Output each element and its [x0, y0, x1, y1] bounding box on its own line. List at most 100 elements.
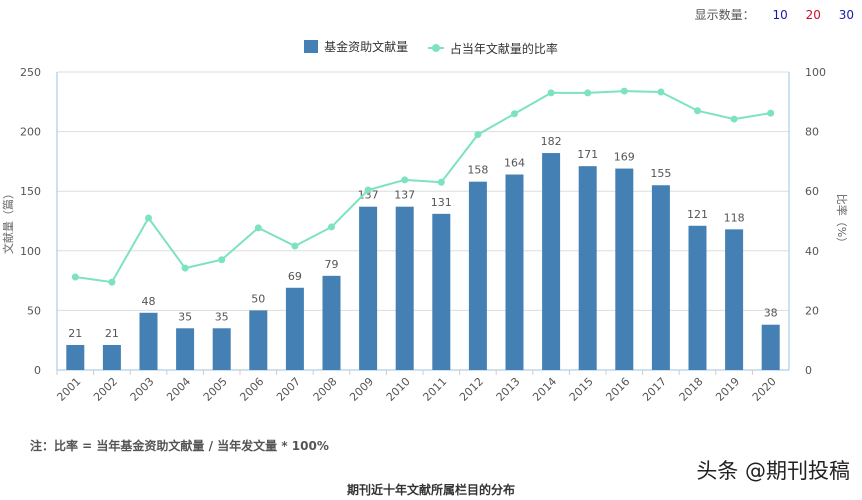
y-right-tick-label: 60 [805, 185, 819, 198]
count-option-20[interactable]: 20 [805, 8, 821, 22]
bar [615, 168, 634, 370]
ratio-point [620, 87, 628, 95]
ratio-point [547, 89, 555, 97]
ratio-point [437, 178, 445, 186]
legend-item-bar[interactable]: 基金资助文献量 [304, 38, 408, 55]
x-tick-label: 2019 [713, 375, 742, 404]
ratio-point [584, 89, 592, 97]
ratio-point [145, 214, 152, 222]
bar [468, 181, 487, 370]
bar [285, 287, 304, 370]
x-tick-label: 2010 [384, 375, 413, 404]
x-tick-label: 2002 [91, 375, 120, 404]
bar-data-label: 182 [541, 135, 562, 148]
bar [432, 213, 451, 370]
bar-data-label: 164 [504, 157, 525, 170]
x-tick-label: 2020 [750, 375, 779, 404]
ratio-point [767, 109, 775, 117]
y-right-tick-label: 0 [805, 364, 812, 377]
bar [176, 328, 195, 370]
line-marker-icon [427, 43, 444, 53]
ratio-point [254, 224, 262, 232]
watermark: 头条 @期刊投稿 [696, 459, 850, 483]
bar [688, 225, 707, 370]
x-tick-label: 2012 [457, 375, 486, 404]
count-option-30[interactable]: 30 [838, 8, 854, 22]
bar [725, 229, 744, 370]
bar-data-label: 38 [764, 307, 778, 320]
bar [322, 275, 341, 370]
bar-data-label: 118 [724, 211, 745, 224]
display-count: 显示数量： 10 20 30 [695, 6, 854, 23]
bar-data-label: 155 [650, 167, 671, 180]
ratio-line [75, 90, 771, 284]
ratio-point [218, 256, 226, 264]
bar-data-label: 169 [614, 151, 635, 164]
bar-swatch-icon [304, 40, 319, 53]
ratio-point [181, 264, 189, 272]
bar-data-label: 21 [105, 327, 119, 340]
y-right-tick-label: 80 [805, 126, 819, 139]
bar-data-label: 50 [251, 292, 265, 305]
bar [66, 344, 85, 370]
y-right-tick-label: 40 [805, 245, 819, 258]
ratio-point [71, 273, 79, 281]
y-left-tick-label: 0 [34, 364, 41, 377]
bar-data-label: 171 [577, 148, 598, 161]
count-option-10[interactable]: 10 [772, 8, 788, 22]
x-tick-label: 2005 [201, 375, 230, 404]
chart-caption: 期刊近十年文献所属栏目的分布 [346, 483, 515, 497]
ratio-point [108, 278, 116, 286]
bar-data-label: 35 [215, 310, 229, 323]
ratio-point [364, 186, 372, 194]
ratio-point [474, 131, 482, 139]
x-tick-label: 2018 [677, 375, 706, 404]
bar [651, 185, 670, 370]
bar-data-label: 69 [288, 270, 302, 283]
legend-label: 占当年文献量的比率 [449, 41, 558, 56]
y-left-tick-label: 150 [20, 185, 41, 198]
bar [359, 206, 378, 370]
bar [761, 324, 780, 370]
y-left-tick-label: 250 [20, 66, 41, 79]
legend-label: 基金资助文献量 [324, 40, 409, 54]
legend-item-line[interactable]: 占当年文献量的比率 [427, 40, 558, 57]
bar-data-label: 137 [394, 189, 415, 202]
x-tick-label: 2009 [347, 375, 376, 404]
display-count-label: 显示数量： [694, 8, 755, 22]
ratio-point [511, 110, 518, 118]
bar [139, 312, 158, 370]
bar-data-label: 35 [178, 310, 192, 323]
bar [212, 328, 231, 370]
y-left-tick-label: 50 [27, 304, 41, 317]
bar-data-label: 48 [142, 295, 156, 308]
y-right-tick-label: 100 [805, 66, 826, 79]
x-tick-label: 2007 [274, 375, 303, 404]
x-tick-label: 2008 [311, 375, 340, 404]
x-tick-label: 2011 [420, 375, 449, 404]
chart-legend: 基金资助文献量 占当年文献量的比率 [0, 38, 862, 57]
bar-data-label: 121 [687, 208, 708, 221]
y-left-axis-label: 文献量（篇） [1, 188, 15, 254]
ratio-point [328, 223, 335, 231]
chart-note: 注：比率 = 当年基金资助文献量 / 当年发文量 * 100% [30, 439, 329, 453]
ratio-point [657, 88, 665, 96]
bar [395, 206, 414, 370]
y-right-tick-label: 20 [805, 304, 819, 317]
bar-data-label: 131 [431, 196, 452, 209]
y-right-axis-label: 比率（%） [835, 194, 849, 248]
bar-data-label: 158 [467, 164, 488, 177]
ratio-point [291, 242, 299, 250]
bar [249, 310, 268, 370]
x-tick-label: 2017 [640, 375, 669, 404]
bar [542, 153, 561, 370]
y-left-tick-label: 200 [20, 126, 41, 139]
y-left-tick-label: 100 [20, 245, 41, 258]
bar-data-label: 21 [68, 327, 82, 340]
bar [578, 166, 597, 370]
x-tick-label: 2016 [603, 375, 632, 404]
ratio-point [694, 107, 701, 115]
bar-data-label: 79 [325, 258, 339, 271]
ratio-point [730, 115, 738, 123]
